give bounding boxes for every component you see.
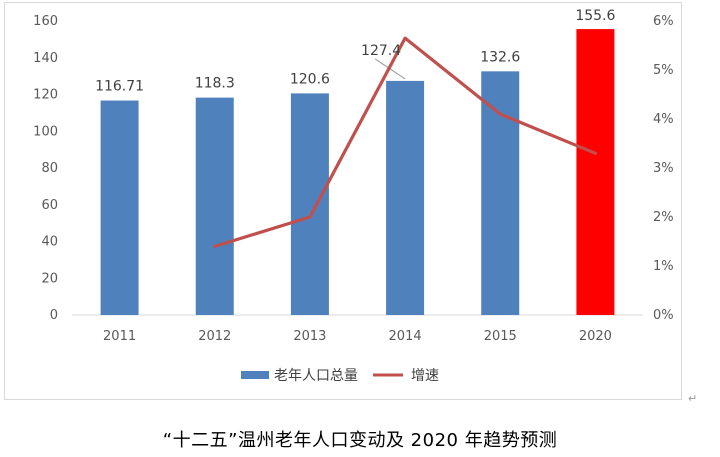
x-tick-label: 2015: [484, 329, 517, 344]
bar: [576, 29, 615, 316]
x-tick-label: 2013: [293, 329, 326, 344]
y-left-tick-label: 100: [33, 124, 58, 139]
bar-data-label: 120.6: [290, 71, 330, 87]
x-axis-ticks: 2011 2012 2013 2014 2015 2020: [103, 329, 612, 344]
bar-data-labels: 116.71 118.3 120.6 127.4 132.6 155.6: [95, 8, 615, 94]
bar-data-label: 118.3: [195, 76, 235, 92]
bar: [386, 80, 425, 315]
y-right-tick-label: 4%: [653, 112, 674, 127]
legend-label-bar: 老年人口总量: [274, 368, 358, 384]
y-axis-right-ticks: 0% 1% 2% 3% 4% 5% 6%: [653, 14, 674, 323]
x-tick-label: 2012: [198, 329, 231, 344]
paragraph-mark: ↵: [688, 392, 698, 405]
chart: 0 20 40 60 80 100 120 140 160 0% 1% 2% 3% 4% 5% 6% 116…: [33, 8, 674, 384]
legend-label-line: 增速: [411, 368, 439, 384]
y-left-tick-label: 140: [33, 51, 58, 66]
bar-data-label: 116.71: [95, 79, 144, 95]
bar: [195, 97, 234, 315]
x-tick-label: 2020: [579, 329, 612, 344]
y-axis-left-ticks: 0 20 40 60 80 100 120 140 160: [33, 14, 58, 323]
growth-line: [213, 36, 598, 248]
y-right-tick-label: 3%: [653, 161, 674, 176]
bar-data-label: 155.6: [575, 8, 615, 24]
y-left-tick-label: 20: [41, 271, 58, 286]
x-tick-label: 2014: [389, 329, 422, 344]
x-tick-label: 2011: [103, 329, 136, 344]
y-left-tick-label: 0: [50, 308, 58, 323]
legend: 老年人口总量 增速: [241, 368, 439, 384]
y-left-tick-label: 160: [33, 14, 58, 29]
y-right-tick-label: 1%: [653, 259, 674, 274]
legend-swatch-bar: [241, 371, 269, 379]
bar-series: [100, 29, 615, 316]
bar-data-label: 132.6: [480, 49, 520, 65]
y-left-tick-label: 120: [33, 88, 58, 103]
y-left-tick-label: 80: [41, 161, 58, 176]
bar: [100, 100, 139, 315]
y-left-tick-label: 40: [41, 235, 58, 250]
line-series: [213, 36, 598, 248]
bar: [290, 93, 329, 316]
y-left-tick-label: 60: [41, 198, 58, 213]
bar-data-label: 127.4: [361, 43, 401, 59]
figure-caption: “十二五”温州老年人口变动及 2020 年趋势预测: [162, 430, 558, 451]
y-right-tick-label: 2%: [653, 210, 674, 225]
y-right-tick-label: 0%: [653, 308, 674, 323]
y-right-tick-label: 6%: [653, 14, 674, 29]
bar: [481, 71, 520, 315]
y-right-tick-label: 5%: [653, 63, 674, 78]
